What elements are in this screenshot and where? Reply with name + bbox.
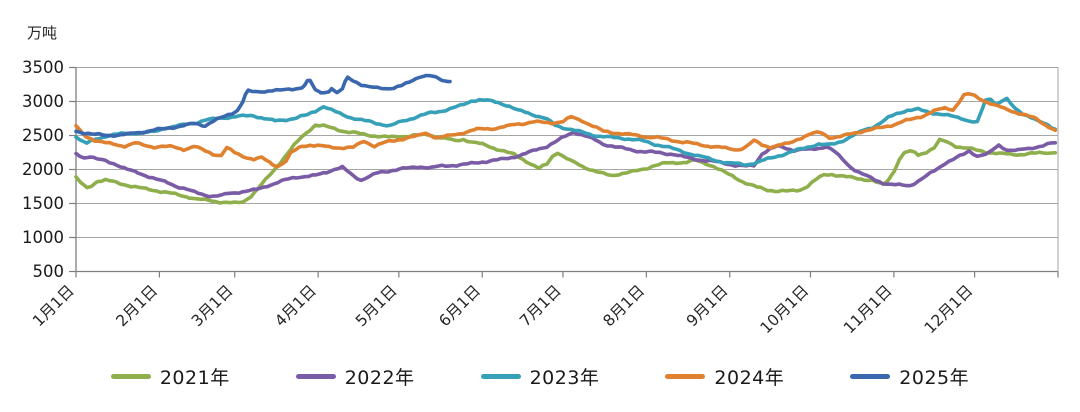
legend-item-2021年: 2021年 (110, 363, 230, 390)
series-line-2025年 (74, 73, 452, 139)
y-axis-unit-label: 万吨 (27, 24, 58, 42)
y-tick-label: 1000 (22, 228, 64, 247)
y-tick-label: 2000 (22, 160, 64, 179)
legend-item-2022年: 2022年 (295, 363, 415, 390)
legend-label: 2021年 (159, 367, 230, 389)
legend-swatch (850, 374, 891, 379)
legend-item-2023年: 2023年 (480, 363, 600, 390)
series-line-2021年 (74, 123, 1058, 205)
y-tick-label: 2500 (22, 126, 64, 145)
legend-label: 2025年 (899, 367, 970, 389)
x-tick-label: 12月1日 (921, 282, 977, 338)
x-tick-label: 4月1日 (271, 282, 320, 331)
x-tick-label: 5月1日 (352, 282, 401, 331)
x-tick-label: 2月1日 (113, 282, 162, 331)
y-tick-label: 3500 (22, 58, 64, 77)
chart-legend: 2021年 2022年 2023年 2024年 2025年 (0, 363, 1080, 390)
legend-label: 2023年 (529, 367, 600, 389)
x-tick-label: 3月1日 (188, 282, 237, 331)
y-tick-label: 500 (33, 262, 65, 281)
series-line-2022年 (74, 130, 1058, 199)
x-tick-label: 1月1日 (29, 282, 78, 331)
legend-item-2025年: 2025年 (850, 363, 969, 390)
legend-swatch (480, 374, 521, 379)
y-tick-label: 1500 (22, 194, 64, 213)
x-tick-label: 7月1日 (516, 282, 565, 331)
legend-swatch (295, 374, 336, 379)
y-tick-label: 3000 (22, 92, 64, 111)
legend-item-2024年: 2024年 (665, 363, 784, 390)
x-tick-label: 10月1日 (757, 282, 813, 338)
legend-label: 2022年 (344, 367, 415, 389)
x-tick-label: 9月1日 (683, 282, 732, 331)
legend-label: 2024年 (714, 367, 785, 389)
series-line-2024年 (74, 92, 1058, 169)
legend-swatch (665, 374, 706, 379)
x-tick-label: 6月1日 (435, 282, 484, 331)
legend-swatch (110, 374, 151, 379)
series-line-2023年 (74, 96, 1058, 167)
x-tick-label: 11月1日 (840, 282, 896, 338)
x-tick-label: 8月1日 (600, 282, 649, 331)
